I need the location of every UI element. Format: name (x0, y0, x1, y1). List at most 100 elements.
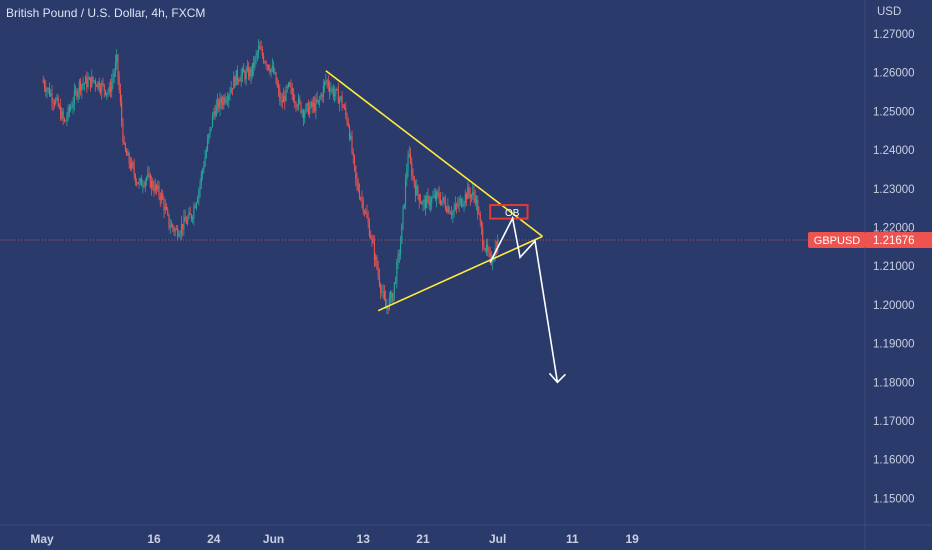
candle-body (377, 268, 379, 275)
candle-body (439, 199, 441, 204)
y-tick-label: 1.27000 (873, 29, 915, 41)
candle-body (81, 84, 83, 91)
candle-body (83, 83, 85, 85)
candle-body (365, 212, 367, 214)
candle-body (296, 106, 298, 108)
candle-body (366, 212, 368, 218)
candle-body (268, 65, 270, 70)
candle-body (448, 206, 450, 214)
candle-body (48, 88, 51, 96)
candle-body (306, 103, 308, 106)
candle-body (398, 254, 400, 256)
candle-body (94, 80, 97, 85)
candle-body (357, 182, 359, 191)
candle-body (400, 243, 402, 255)
candle-body (446, 208, 448, 212)
candle-body (343, 107, 346, 109)
candle-body (103, 84, 105, 91)
candle-body (418, 194, 420, 202)
candle-body (370, 236, 372, 239)
candle-body (104, 90, 107, 95)
candle-body (183, 217, 185, 230)
candle-body (463, 202, 465, 206)
candle-body (468, 186, 470, 194)
candle-body (383, 291, 385, 299)
candle-body (214, 111, 216, 117)
candle-body (71, 107, 73, 109)
candle-body (113, 72, 115, 78)
candle-body (126, 150, 128, 156)
y-tick-label: 1.16000 (873, 455, 915, 467)
candle-body (493, 257, 495, 262)
candle-body (458, 201, 460, 206)
candle-body (294, 101, 296, 103)
candle-body (147, 173, 149, 178)
candle-body (403, 203, 405, 208)
candle-body (424, 199, 427, 209)
candle-body (363, 210, 366, 213)
candle-body (278, 86, 280, 90)
candle-body (169, 226, 171, 228)
candle-body (464, 193, 466, 203)
candle-body (142, 185, 144, 187)
candle-body (315, 99, 317, 111)
candle-body (331, 88, 333, 90)
candle-body (438, 193, 440, 200)
candle-body (155, 184, 158, 189)
candle-body (314, 102, 316, 111)
candle-body (70, 107, 72, 111)
candle-body (281, 100, 283, 103)
candle-body (472, 191, 474, 195)
candle-body (421, 202, 423, 205)
candle-body (66, 117, 68, 121)
candle-body (62, 111, 64, 119)
candle-body (360, 197, 362, 199)
candle-body (173, 227, 175, 232)
candle-body (251, 62, 253, 76)
y-tick-label: 1.21000 (873, 261, 915, 273)
candle-body (133, 166, 135, 175)
candle-body (319, 98, 321, 101)
candle-body (219, 97, 221, 109)
candle-body (385, 298, 387, 309)
candle-body (309, 107, 311, 115)
candle-body (168, 214, 170, 228)
candle-body (326, 80, 328, 82)
candle-body (207, 139, 209, 151)
candle-body (157, 185, 159, 189)
candle-body (429, 203, 431, 206)
candle-body (376, 256, 378, 269)
candle-body (381, 291, 383, 293)
candle-body (470, 194, 473, 199)
candle-body (80, 81, 82, 91)
candle-body (265, 62, 267, 66)
candle-body (146, 177, 148, 181)
x-tick-label: 24 (207, 532, 221, 546)
candle-body (224, 97, 226, 103)
candle-body (453, 209, 455, 212)
candle-body (249, 69, 251, 78)
candle-body (55, 99, 57, 104)
candle-body (473, 191, 475, 197)
candle-body (45, 87, 47, 92)
y-tick-label: 1.24000 (873, 145, 915, 157)
candle-body (188, 212, 190, 219)
candle-body (304, 112, 306, 118)
candle-body (431, 198, 433, 204)
candle-body (404, 180, 407, 204)
candle-body (51, 93, 53, 102)
candle-body (368, 223, 370, 237)
candle-body (395, 282, 397, 284)
candle-body (423, 199, 425, 202)
candle-body (469, 193, 471, 199)
candle-body (61, 111, 63, 119)
candle-body (461, 198, 463, 207)
candle-body (371, 238, 373, 240)
candle-body (358, 190, 361, 198)
y-tick-label: 1.19000 (873, 339, 915, 351)
candle-body (378, 274, 380, 285)
candle-body (327, 81, 329, 88)
candle-body (387, 306, 389, 310)
